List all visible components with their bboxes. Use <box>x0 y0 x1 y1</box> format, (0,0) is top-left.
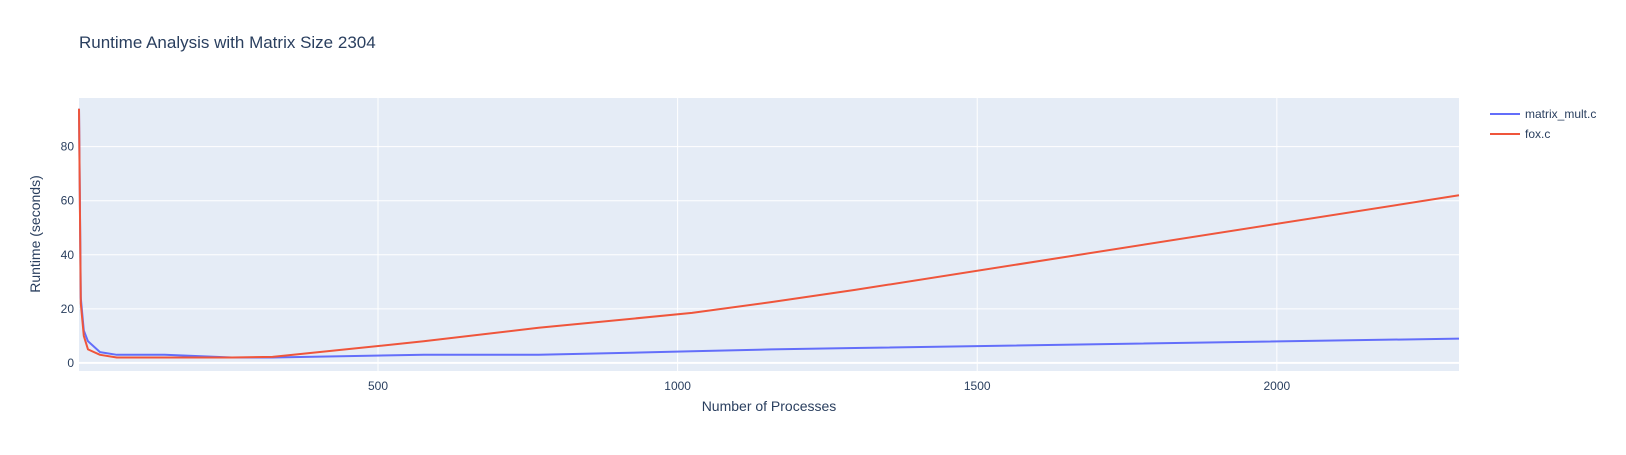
x-tick-label: 500 <box>368 379 388 393</box>
legend-label: matrix_mult.c <box>1525 107 1596 121</box>
legend-label: fox.c <box>1525 127 1550 141</box>
x-tick-label: 1500 <box>964 379 991 393</box>
plot-area <box>79 98 1459 371</box>
legend[interactable]: matrix_mult.c fox.c <box>1490 107 1596 141</box>
legend-item[interactable]: matrix_mult.c <box>1490 107 1596 121</box>
chart-title: Runtime Analysis with Matrix Size 2304 <box>79 33 376 52</box>
x-tick-label: 1000 <box>664 379 691 393</box>
y-tick-label: 60 <box>61 194 75 208</box>
y-tick-label: 0 <box>67 356 74 370</box>
series-line-fox-c[interactable] <box>78 108 1460 359</box>
grid-layer <box>79 98 1459 371</box>
legend-item[interactable]: fox.c <box>1490 127 1550 141</box>
x-tick-label: 2000 <box>1263 379 1290 393</box>
y-tick-label: 80 <box>61 140 75 154</box>
y-axis-label: Runtime (seconds) <box>27 175 43 293</box>
tick-labels: 500 1000 1500 2000 0 20 40 60 80 <box>61 140 1291 393</box>
y-tick-label: 40 <box>61 248 75 262</box>
series-layer[interactable] <box>78 108 1460 359</box>
y-tick-label: 20 <box>61 302 75 316</box>
x-axis-label: Number of Processes <box>702 398 837 414</box>
